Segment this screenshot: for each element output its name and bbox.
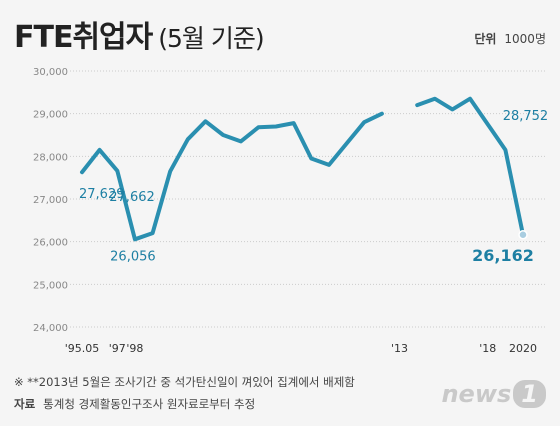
x-tick-label: '18: [479, 342, 496, 355]
chart-title: FTE취업자 (5월 기준): [14, 12, 265, 56]
logo-text: news: [441, 380, 512, 408]
data-label: 27,662: [109, 190, 155, 205]
x-tick-label: '95.05: [65, 342, 100, 355]
news1-logo: news 1: [441, 380, 546, 408]
x-tick-label: '97: [109, 342, 126, 355]
source-line: 자료 통계청 경제활동인구조사 원자료로부터 추정: [14, 396, 255, 412]
data-label: 26,056: [110, 249, 156, 264]
x-tick-label: '13: [391, 342, 408, 355]
y-tick-label: 29,000: [33, 110, 68, 121]
source-label: 자료: [14, 397, 36, 411]
series-line: [415, 96, 525, 237]
source-text: 통계청 경제활동인구조사 원자료로부터 추정: [43, 397, 256, 411]
unit-value: 1000명: [504, 32, 546, 46]
y-tick-label: 27,000: [33, 195, 68, 206]
y-tick-label: 25,000: [33, 280, 68, 291]
y-tick-label: 30,000: [33, 67, 68, 78]
unit-label: 단위 1000명: [474, 30, 546, 47]
series-line: [80, 111, 384, 242]
data-label: 28,752: [503, 109, 548, 124]
footnote: ※ **2013년 5월은 조사기간 중 석가탄신일이 껴있어 집계에서 배제함: [14, 375, 355, 389]
data-label: 27,629: [79, 187, 125, 202]
unit-key: 단위: [474, 32, 497, 46]
data-label: 26,162: [472, 246, 534, 265]
title-subtitle: (5월 기준): [158, 24, 264, 53]
y-tick-label: 28,000: [33, 152, 68, 163]
x-tick-label: '98: [126, 342, 143, 355]
endpoint-marker: [518, 230, 528, 240]
x-tick-label: 2020: [509, 342, 537, 355]
y-tick-label: 24,000: [33, 323, 68, 334]
logo-number: 1: [513, 380, 546, 408]
y-tick-label: 26,000: [33, 238, 68, 249]
title-main: FTE취업자: [14, 20, 153, 55]
